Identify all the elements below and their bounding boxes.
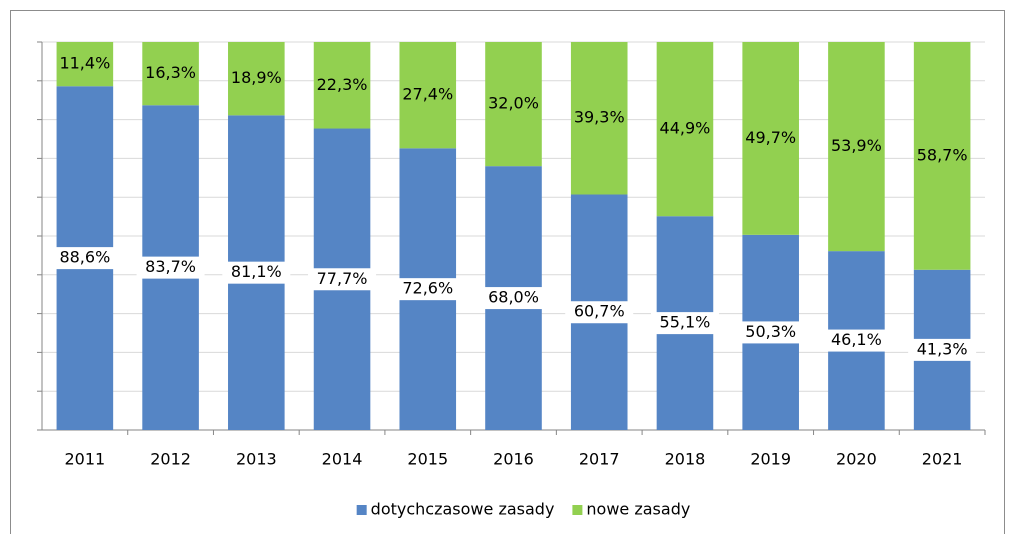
data-label: 72,6% [402, 279, 453, 298]
x-tick-label: 2017 [579, 450, 620, 469]
x-tick-label: 2018 [665, 450, 706, 469]
bar-segment [570, 42, 628, 195]
data-label-background [565, 301, 634, 324]
legend-label: nowe zasady [586, 500, 690, 519]
bar-segment [742, 42, 799, 235]
legend-label: dotychczasowe zasady [371, 500, 555, 519]
bar-segment [828, 42, 885, 252]
x-tick-label: 2019 [750, 450, 791, 469]
data-label: 11,4% [59, 54, 110, 73]
data-label: 46,1% [831, 330, 882, 349]
data-label-background [222, 261, 291, 284]
x-tick-label: 2021 [922, 450, 963, 469]
data-label-background [736, 321, 805, 344]
data-label: 77,7% [317, 269, 368, 288]
bar-segment [142, 42, 199, 106]
data-label-background [308, 268, 377, 291]
chart-frame [10, 10, 1005, 534]
data-label: 53,9% [831, 136, 882, 155]
bar-segment [913, 42, 971, 270]
data-label: 39,3% [574, 108, 625, 127]
data-label-background [479, 287, 548, 310]
bar-segment [399, 42, 457, 149]
x-tick-label: 2020 [836, 450, 877, 469]
x-tick-label: 2014 [322, 450, 363, 469]
data-label: 49,7% [745, 128, 796, 147]
data-label: 68,0% [488, 288, 539, 307]
x-tick-label: 2012 [150, 450, 191, 469]
data-label-background [908, 338, 977, 361]
data-label: 83,7% [145, 257, 196, 276]
data-label-background [50, 247, 119, 270]
data-label: 58,7% [917, 145, 968, 164]
bar-segment [313, 42, 371, 129]
data-label: 88,6% [59, 248, 110, 267]
legend-swatch [572, 505, 583, 515]
data-label: 55,1% [660, 313, 711, 332]
data-label: 27,4% [402, 85, 453, 104]
data-label: 18,9% [231, 68, 282, 87]
x-tick-label: 2015 [407, 450, 448, 469]
data-label: 50,3% [745, 322, 796, 341]
data-label-background [650, 312, 719, 335]
legend-swatch [356, 505, 367, 515]
data-label: 22,3% [317, 75, 368, 94]
x-tick-label: 2013 [236, 450, 277, 469]
data-label-background [393, 278, 462, 301]
bar-segment [485, 42, 542, 167]
bar-segment [56, 42, 114, 87]
data-label: 32,0% [488, 94, 539, 113]
data-label-background [136, 256, 205, 279]
bar-segment [228, 42, 285, 116]
x-tick-label: 2016 [493, 450, 534, 469]
data-label: 16,3% [145, 63, 196, 82]
data-label-background [822, 329, 891, 352]
data-label: 44,9% [660, 119, 711, 138]
data-label: 60,7% [574, 302, 625, 321]
data-label: 41,3% [917, 339, 968, 358]
data-label: 81,1% [231, 262, 282, 281]
bar-segment [656, 42, 714, 217]
x-tick-label: 2011 [65, 450, 106, 469]
